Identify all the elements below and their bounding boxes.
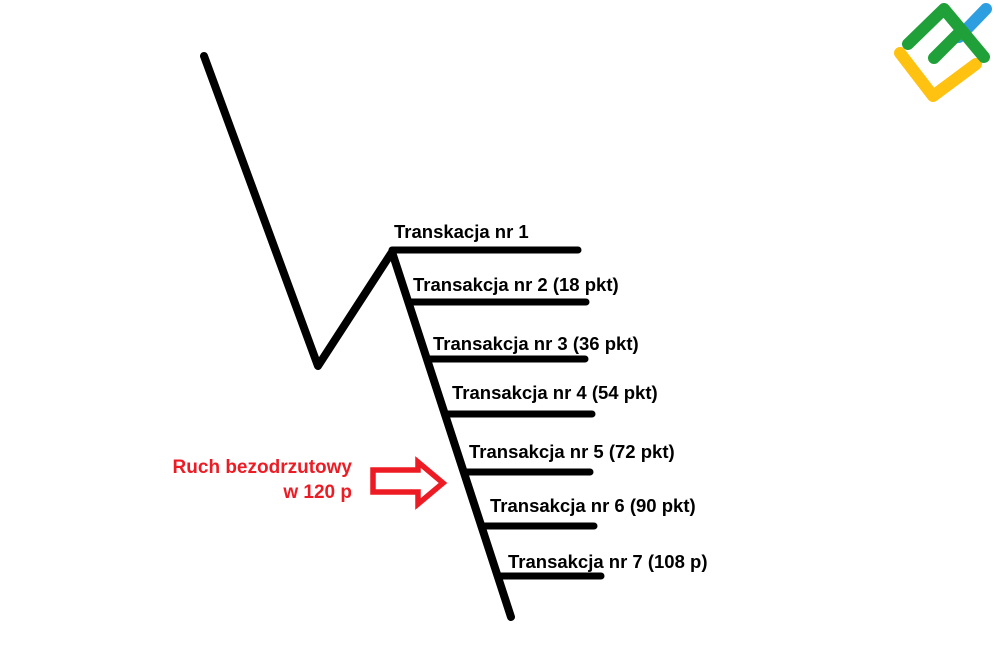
logo-green-arm-stroke: [928, 26, 966, 64]
arrow-right-icon: [370, 456, 448, 510]
transaction-label-7: Transakcja nr 7 (108 p): [508, 551, 708, 572]
transaction-label-6: Transakcja nr 6 (90 pkt): [490, 495, 696, 516]
transaction-label-1: Transkacja nr 1: [394, 221, 529, 242]
transaction-ticks: [388, 246, 605, 580]
transaction-label-4: Transakcja nr 4 (54 pkt): [452, 382, 658, 403]
transaction-labels: Transkacja nr 1 Transakcja nr 2 (18 pkt)…: [394, 221, 708, 572]
annotation: Ruch bezodrzutowy w 120 p: [173, 456, 448, 510]
transaction-label-5: Transakcja nr 5 (72 pkt): [469, 441, 675, 462]
price-zigzag-line: [200, 52, 515, 621]
annotation-text-line1: Ruch bezodrzutowy: [173, 457, 353, 478]
litefinance-logo: [894, 3, 992, 102]
transaction-label-3: Transakcja nr 3 (36 pkt): [433, 333, 639, 354]
annotation-text-line2: w 120 p: [282, 482, 352, 503]
logo-yellow-check-stroke: [894, 47, 982, 102]
transaction-label-2: Transakcja nr 2 (18 pkt): [413, 274, 619, 295]
logo-green-peak-stroke: [902, 3, 990, 63]
